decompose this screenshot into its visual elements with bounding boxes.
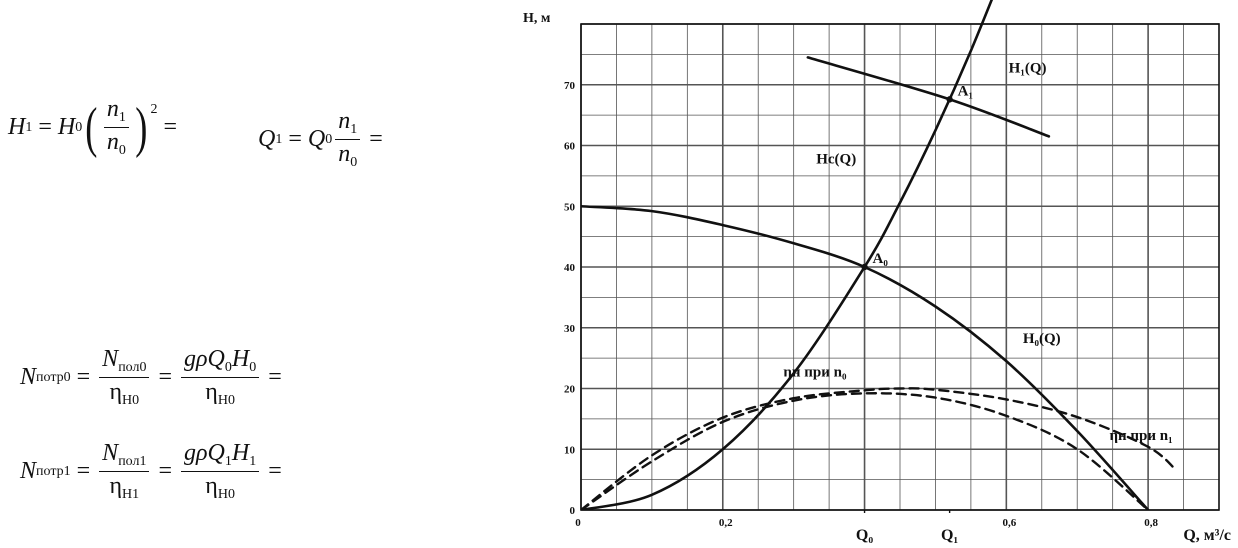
f4-f1-den-sub: H1 (122, 487, 140, 503)
y-axis-label: H, м (523, 11, 551, 26)
labels-group: A₀ A₁ H₁(Q) Hc(Q) H₀(Q) ηн при n₀ ηн при n₁ (783, 61, 1172, 445)
f1-lhs: H (8, 114, 26, 141)
pump-characteristic-chart: 0 10 20 30 40 50 60 70 0 0,2 0,6 0,8 Q₀ Q₁ H, м Q, м³/с… (523, 0, 1231, 544)
curve-label: ηн при n₁ (1109, 428, 1172, 444)
curve-label: H₁(Q) (1009, 61, 1047, 77)
f3-lhs-sub: потр0 (36, 369, 71, 385)
f4-f2-den: η (205, 473, 218, 500)
f2-fraction: n1 n0 (335, 108, 361, 171)
series-group (581, 0, 1178, 510)
y-tick-label: 30 (564, 323, 576, 335)
f4-f2-num-sub-2: 1 (249, 454, 257, 469)
operating-point-label: A₀ (873, 251, 889, 267)
f4-f2-num: gρQ (184, 440, 225, 466)
f2-tail: = (369, 126, 383, 153)
f4-f1-num-sub: пол1 (118, 454, 147, 469)
f1-num: n (106, 96, 119, 122)
f3-f2-num-sub: 0 (224, 360, 232, 375)
f4-lhs: N (20, 458, 37, 485)
f1-num-sub: 1 (118, 110, 126, 125)
series-eta-n1-line (581, 387, 1178, 510)
x-axis-label: Q, м³/с (1183, 527, 1231, 544)
f3-fraction-2: gρQ0H0 ηH0 (181, 346, 260, 409)
f3-f2-num: gρQ (184, 346, 225, 372)
f3-fraction-1: Nпол0 ηH0 (99, 346, 150, 409)
x-tick-label: 0,6 (1002, 517, 1016, 529)
operating-point (946, 96, 953, 103)
axes: 0 10 20 30 40 50 60 70 0 0,2 0,6 0,8 Q₀ Q₁ H, м Q, м³/с (523, 11, 1231, 544)
f2-num: n (338, 108, 351, 134)
x-tick-label: 0,2 (719, 517, 733, 529)
f2-rhs-sub: 0 (325, 131, 333, 147)
f2-num-sub: 1 (350, 122, 358, 137)
operating-point (861, 263, 868, 271)
f4-f1-den: η (109, 473, 123, 500)
curve-label: H₀(Q) (1023, 331, 1061, 347)
y-tick-label: 60 (564, 141, 576, 153)
y-tick-label: 40 (564, 262, 576, 274)
y-tick-label: 0 (570, 505, 576, 517)
f3-f2-num-2: H (231, 346, 250, 372)
f3-lhs: N (20, 364, 37, 391)
f3-f2-num-sub-2: 0 (249, 360, 257, 375)
f2-den-sub: 0 (350, 155, 358, 171)
f1-den: n (106, 129, 119, 156)
x-tick-label: 0,8 (1144, 517, 1158, 529)
f1-power: 2 (150, 102, 158, 117)
f2-lhs-sub: 1 (275, 131, 283, 147)
series-h0-line (581, 204, 1150, 510)
y-tick-label: 50 (564, 201, 576, 213)
f3-tail: = (268, 364, 282, 391)
y-tick-label: 10 (564, 444, 576, 456)
f1-rhs-sub: 0 (75, 119, 83, 135)
x-marker-label: Q₁ (941, 527, 958, 544)
f2-rhs: Q (307, 126, 326, 153)
f1-fraction: n1 n0 (103, 96, 129, 159)
f3-f1-num: N (102, 346, 119, 372)
curve-label: Hc(Q) (816, 152, 856, 168)
f3-f2-den-sub: H0 (217, 393, 235, 409)
f2-den: n (338, 141, 351, 168)
y-tick-label: 20 (564, 384, 576, 396)
f4-f2-num-2: H (231, 440, 250, 466)
y-tick-label: 70 (564, 80, 576, 92)
curve-label: ηн при n₀ (783, 364, 847, 380)
f4-f2-num-sub: 1 (224, 454, 232, 469)
f1-den-sub: 0 (118, 143, 126, 159)
operating-point-label: A₁ (958, 83, 973, 99)
f3-f1-den-sub: H0 (122, 393, 140, 409)
f2-lhs: Q (258, 126, 276, 153)
f4-tail: = (268, 458, 282, 485)
x-marker-label: Q₀ (856, 527, 873, 544)
f1-rhs: H (57, 114, 76, 141)
f4-fraction-2: gρQ1H1 ηH0 (181, 440, 260, 503)
f4-lhs-sub: потр1 (36, 463, 71, 479)
plot-frame (580, 23, 1220, 511)
f3-f1-den: η (109, 379, 123, 406)
f1-tail: = (163, 114, 178, 141)
f3-f2-den: η (205, 379, 218, 406)
x-tick-label: 0 (575, 517, 581, 529)
f4-fraction-1: Nпол1 ηH1 (99, 440, 150, 503)
f4-f2-den-sub: H0 (217, 487, 235, 503)
f4-f1-num: N (102, 440, 119, 466)
series-eta-n0-line (581, 392, 1150, 510)
f1-lhs-sub: 1 (25, 119, 33, 135)
series-hc-line (581, 0, 994, 510)
f3-f1-num-sub: пол0 (118, 360, 147, 375)
